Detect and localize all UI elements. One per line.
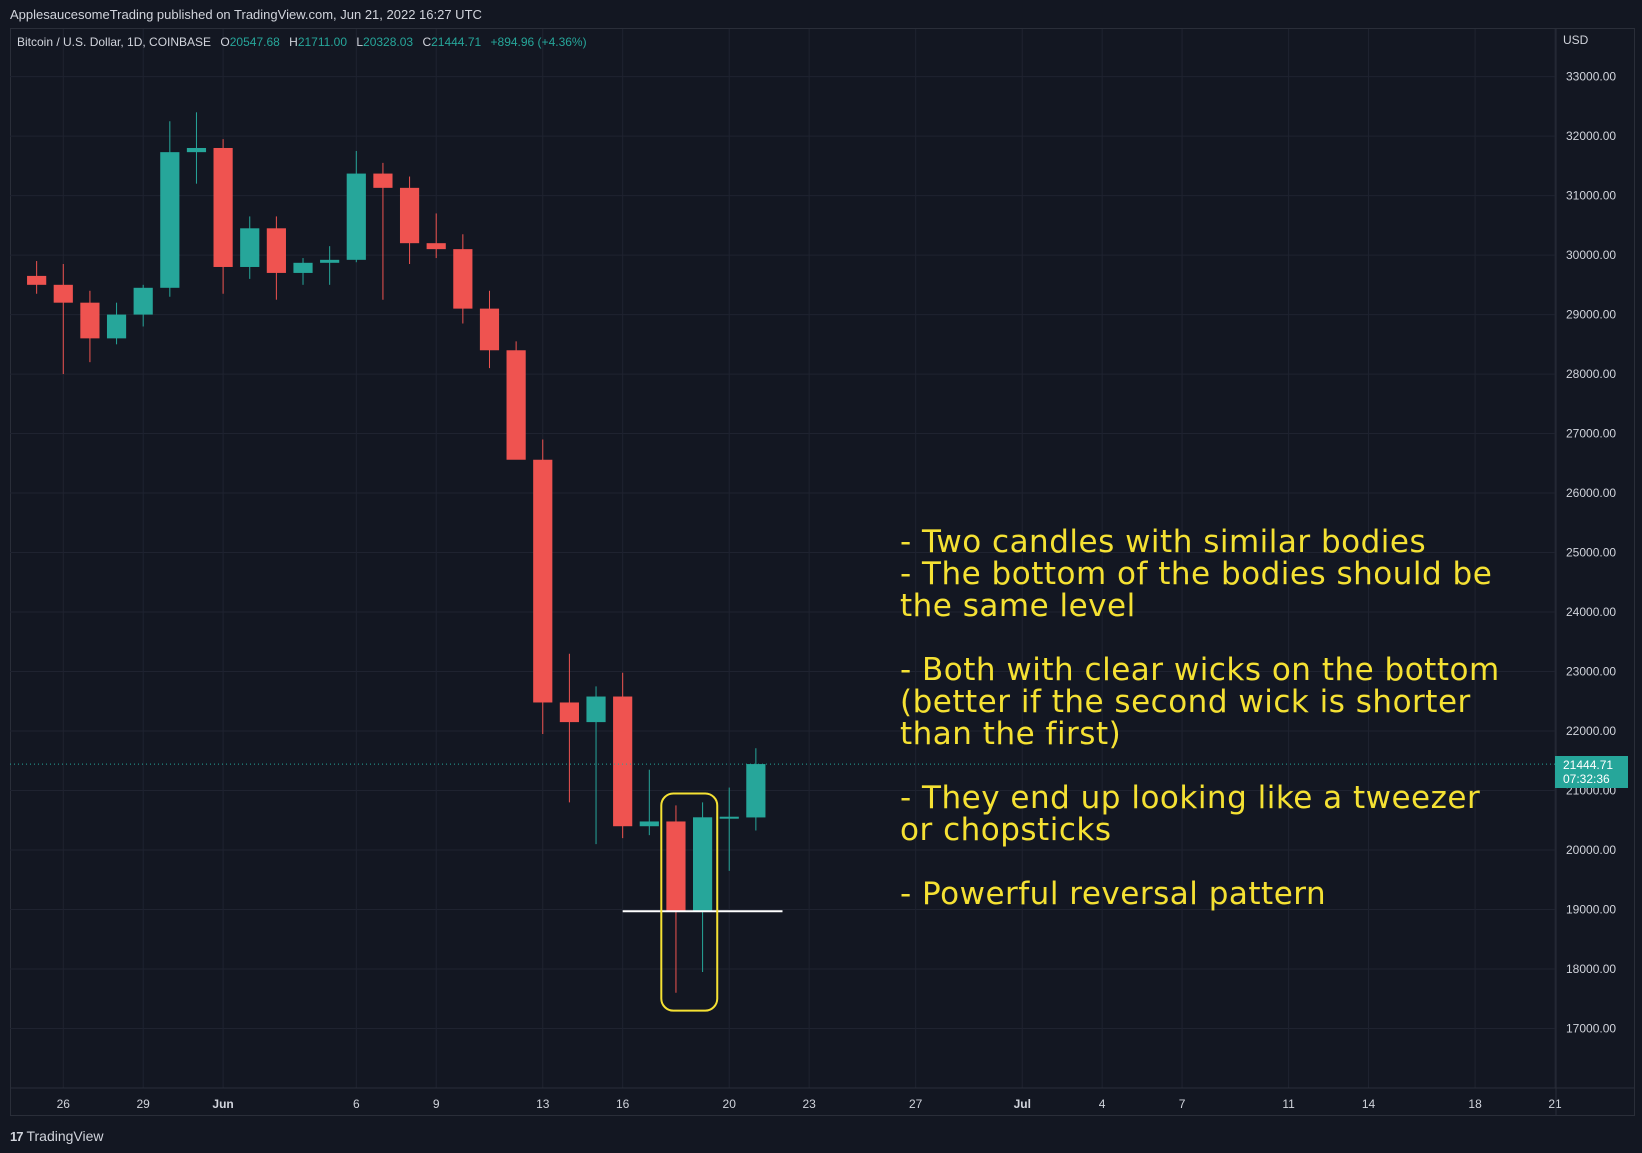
high-label: H [289, 35, 298, 49]
x-tick-label: 14 [1362, 1097, 1376, 1111]
candle-body [320, 259, 340, 263]
close-label: C [422, 35, 432, 49]
y-tick-label: 28000.00 [1566, 367, 1616, 381]
annotation-line: or chopsticks [900, 812, 1112, 848]
annotation-line: - Both with clear wicks on the bottom [900, 652, 1500, 688]
x-tick-label: Jun [212, 1097, 233, 1111]
annotation-line [900, 846, 1540, 878]
candle-body [692, 817, 713, 912]
low-label: L [356, 35, 364, 49]
y-tick-label: 17000.00 [1566, 1022, 1616, 1036]
y-tick-label: 30000.00 [1566, 248, 1616, 262]
x-tick-label: 7 [1179, 1097, 1186, 1111]
candle-body [399, 187, 420, 244]
annotation-line: - The bottom of the bodies should be [900, 556, 1493, 592]
y-tick-label: 27000.00 [1566, 427, 1616, 441]
publish-header: ApplesaucesomeTrading published on Tradi… [0, 0, 1642, 28]
y-tick-label: 31000.00 [1566, 189, 1616, 203]
x-tick-label: Jul [1014, 1097, 1031, 1111]
change-value: +894.96 (+4.36%) [490, 35, 587, 49]
candle-body [160, 152, 180, 288]
close-value: 21444.71 [431, 35, 482, 49]
x-tick-label: 21 [1548, 1097, 1562, 1111]
candle-body [213, 147, 233, 267]
candle-body [426, 243, 446, 250]
candle-body [27, 275, 47, 285]
candle-body [293, 262, 313, 273]
x-tick-label: 20 [723, 1097, 737, 1111]
candle-body [719, 816, 739, 819]
y-tick-label: 32000.00 [1566, 129, 1616, 143]
x-tick-label: 6 [353, 1097, 360, 1111]
annotation-line [900, 622, 1540, 654]
last-price-badge: 21444.71 07:32:36 [1555, 756, 1628, 789]
currency-label[interactable]: USD [1563, 33, 1589, 47]
open-label: O [220, 35, 230, 49]
x-tick-label: 16 [616, 1097, 630, 1111]
candle-body [586, 696, 606, 723]
low-value: 20328.03 [363, 35, 414, 49]
candle-body [666, 821, 686, 912]
high-value: 21711.00 [297, 35, 347, 49]
x-tick-label: 9 [433, 1097, 440, 1111]
candle-body [186, 147, 207, 153]
tradingview-logo-icon: 17 [10, 1128, 24, 1144]
y-tick-label: 24000.00 [1566, 605, 1616, 619]
candle-body [639, 821, 659, 827]
y-tick-label: 23000.00 [1566, 665, 1616, 679]
x-tick-label: 13 [536, 1097, 550, 1111]
x-tick-label: 4 [1099, 1097, 1106, 1111]
y-tick-label: 33000.00 [1566, 70, 1616, 84]
candle-body [373, 173, 393, 188]
candle-body [106, 314, 127, 339]
annotation-line: - They end up looking like a tweezer [900, 780, 1481, 816]
candle-body [479, 308, 500, 351]
candle-body [53, 284, 73, 303]
annotation-line: - Powerful reversal pattern [900, 876, 1327, 912]
y-tick-label: 18000.00 [1566, 962, 1616, 976]
x-tick-label: 27 [909, 1097, 923, 1111]
candle-body [613, 696, 633, 827]
y-tick-label: 19000.00 [1566, 903, 1616, 917]
candle-body [533, 459, 553, 703]
bar-countdown: 07:32:36 [1563, 772, 1610, 787]
candle-body [506, 350, 526, 460]
annotation-line: (better if the second wick is shorter [900, 684, 1471, 720]
symbol-label[interactable]: Bitcoin / U.S. Dollar, 1D, COINBASE [17, 35, 212, 49]
candle-body [266, 228, 286, 273]
highlight-box [660, 792, 719, 1012]
x-tick-label: 23 [802, 1097, 816, 1111]
x-tick-label: 18 [1468, 1097, 1482, 1111]
brand-name: TradingView [26, 1128, 104, 1144]
x-tick-label: 26 [57, 1097, 71, 1111]
candle-body [346, 173, 366, 260]
annotation-line: than the first) [900, 716, 1122, 752]
x-tick-label: 29 [137, 1097, 151, 1111]
x-tick-label: 11 [1282, 1097, 1295, 1111]
last-price: 21444.71 [1563, 758, 1614, 773]
annotation-line [900, 750, 1540, 782]
y-tick-label: 20000.00 [1566, 843, 1616, 857]
chart-frame [10, 28, 1635, 1116]
annotation-text: - Two candles with similar bodies - The … [900, 526, 1540, 910]
y-tick-label: 29000.00 [1566, 308, 1616, 322]
ohlc-legend: Bitcoin / U.S. Dollar, 1D, COINBASE O205… [17, 35, 587, 49]
candle-body [559, 702, 579, 723]
y-tick-label: 26000.00 [1566, 486, 1616, 500]
candle-body [746, 764, 766, 818]
annotation-line: the same level [900, 588, 1136, 624]
open-value: 20547.68 [229, 35, 280, 49]
footer-brand[interactable]: 17 TradingView [10, 1126, 104, 1146]
candle-body [453, 249, 473, 309]
candle-body [133, 287, 153, 315]
candle-body [80, 302, 100, 339]
annotation-line: - Two candles with similar bodies [900, 524, 1427, 560]
y-tick-label: 25000.00 [1566, 546, 1616, 560]
candle-body [240, 228, 260, 267]
y-tick-label: 22000.00 [1566, 724, 1616, 738]
